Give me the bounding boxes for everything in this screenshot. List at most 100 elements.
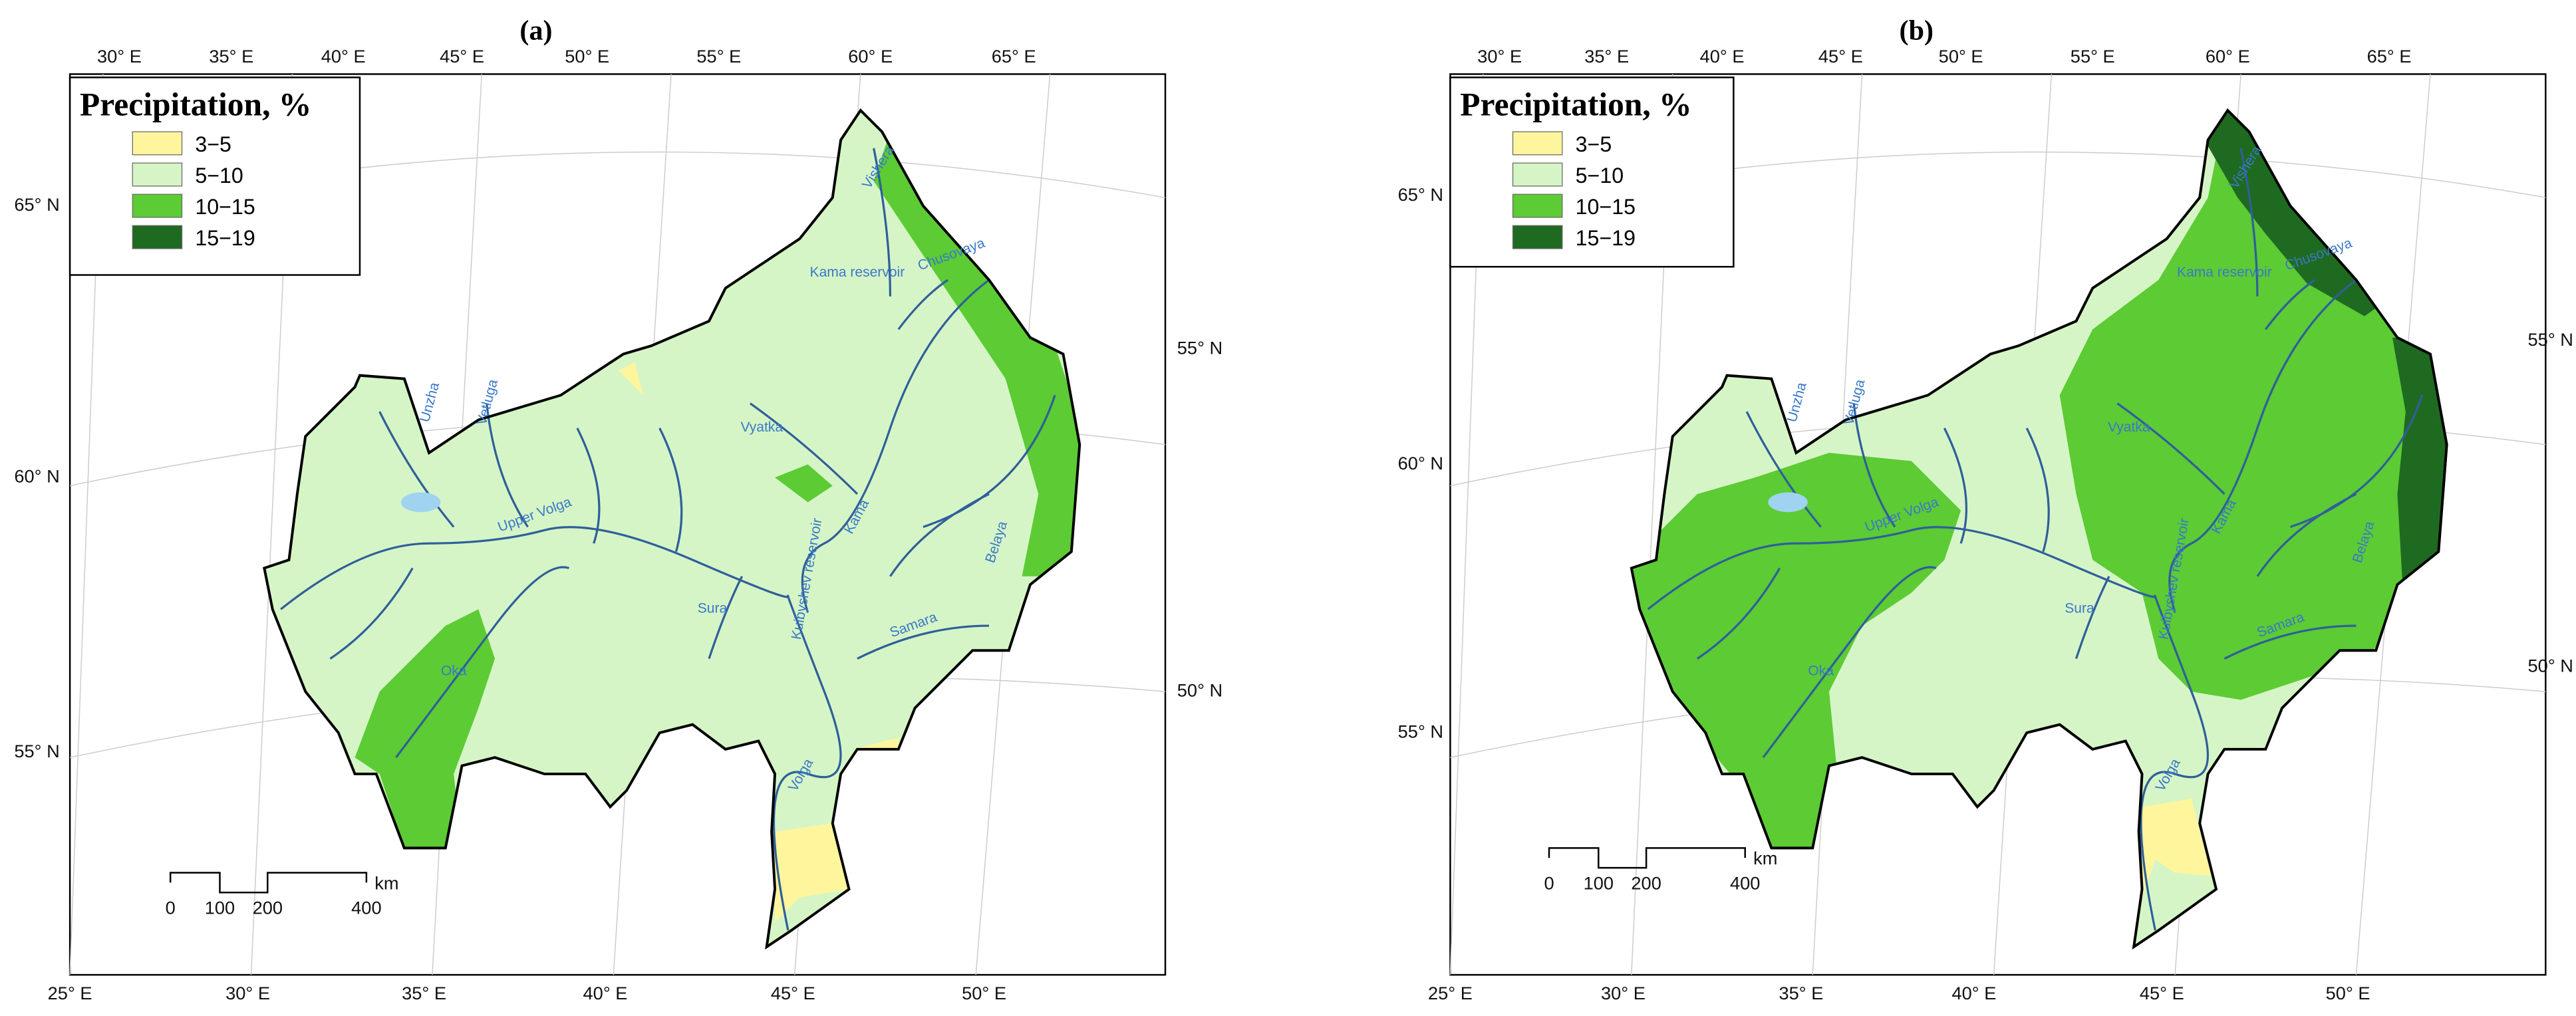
- scale-unit: km: [374, 872, 398, 893]
- graticule-label: 50° E: [2326, 983, 2370, 1003]
- precip-region: [873, 132, 1080, 576]
- lake: [400, 492, 441, 513]
- river: [2223, 624, 2357, 660]
- graticule-label: 60° E: [848, 46, 893, 66]
- river-label: Kama reservoir: [810, 265, 905, 280]
- river: [2289, 394, 2424, 529]
- river: [2168, 279, 2357, 613]
- river: [857, 624, 990, 660]
- river: [395, 566, 570, 759]
- graticule-label: 30° E: [1477, 46, 1522, 66]
- graticule-label: 40° E: [1952, 983, 1997, 1003]
- river: [889, 493, 990, 577]
- legend-label: 15−19: [1576, 226, 1636, 250]
- scale-label: 200: [1631, 872, 1661, 893]
- graticule-label: 60° N: [1398, 453, 1443, 473]
- graticule-label: 55° E: [2071, 46, 2115, 66]
- graticule-label: 45° E: [1818, 46, 1863, 66]
- legend-label: 10−15: [195, 195, 255, 219]
- graticule-label: 60° E: [2206, 46, 2250, 66]
- river: [2075, 576, 2110, 660]
- basin-map: Upper VolgaOkaKamaVyatkaVolgaSuraSamaraB…: [263, 108, 1081, 950]
- basin-outline: [263, 108, 1081, 950]
- scale-label: 100: [205, 897, 235, 918]
- river: [1762, 566, 1937, 759]
- scale-label: 0: [1544, 872, 1554, 893]
- river: [1697, 567, 1781, 660]
- legend-swatch: [132, 225, 183, 249]
- panel: (a) Upper VolgaOkaKamaVyatkaVolgaSuraSama…: [14, 15, 1222, 1003]
- legend-label: 3−5: [195, 132, 231, 156]
- basin-map: Upper VolgaOkaKamaVyatkaVolgaSuraSamaraB…: [1630, 108, 2448, 950]
- graticule-label: 35° E: [209, 46, 253, 66]
- precip-region: [1631, 453, 1961, 848]
- graticule-label: 50° E: [962, 983, 1006, 1003]
- graticule-label: 55° E: [696, 46, 741, 66]
- graticule-label: 40° E: [321, 46, 366, 66]
- graticule-label: 55° N: [1398, 721, 1443, 741]
- river: [2239, 148, 2259, 297]
- legend-label: 3−5: [1576, 132, 1612, 156]
- legend-swatch: [132, 193, 183, 218]
- river: [708, 576, 743, 660]
- graticule-label: 45° E: [440, 46, 484, 66]
- river-label: Sura: [2065, 600, 2094, 616]
- graticule-label: 30° E: [1601, 983, 1646, 1003]
- graticule-label: 30° E: [97, 46, 142, 66]
- river-label: Vyatka: [2108, 420, 2150, 435]
- graticule-label: 65° N: [1398, 184, 1443, 205]
- precip-region: [355, 609, 496, 848]
- basin-outline: [1630, 108, 2448, 950]
- graticule-label: 40° E: [1700, 46, 1745, 66]
- graticule-label: 55° N: [2528, 329, 2573, 350]
- graticule-label: 65° N: [14, 194, 59, 215]
- river-label: Vyatka: [740, 420, 783, 435]
- precip-region: [2142, 799, 2212, 898]
- graticule-label: 45° E: [2140, 983, 2184, 1003]
- graticule-label: 25° E: [48, 983, 92, 1003]
- scale-label: 100: [1584, 872, 1614, 893]
- precip-region: [618, 362, 643, 396]
- regions: [355, 132, 1080, 922]
- legend-label: 5−10: [1576, 164, 1624, 188]
- river-label: Oka: [441, 663, 467, 678]
- river: [873, 148, 892, 297]
- graticule-label: 35° E: [402, 983, 446, 1003]
- graticule-label: 35° E: [1584, 46, 1629, 66]
- scale-bar: [169, 872, 368, 894]
- scale-label: 400: [351, 897, 381, 918]
- river: [329, 567, 414, 660]
- scale-unit: km: [1753, 848, 1777, 868]
- river: [1852, 403, 1896, 528]
- river-label: Sura: [698, 600, 728, 616]
- legend-title: Precipitation, %: [80, 86, 311, 122]
- scale-label: 400: [1730, 872, 1760, 893]
- graticule-label: 25° E: [1428, 983, 1473, 1003]
- graticule-label: 60° N: [14, 466, 59, 487]
- river: [1647, 526, 2210, 931]
- river: [658, 428, 683, 553]
- legend-swatch: [1512, 193, 1563, 218]
- river: [486, 403, 529, 528]
- river: [897, 279, 948, 330]
- graticule-label: 30° E: [225, 983, 270, 1003]
- precip-region: [2059, 115, 2447, 700]
- legend-swatch: [132, 131, 183, 156]
- river: [2025, 428, 2050, 553]
- graticule-label: 50° N: [2528, 655, 2573, 676]
- graticule-label: 50° E: [1939, 46, 1983, 66]
- graticule-label: 65° E: [992, 46, 1036, 66]
- graticule-label: 35° E: [1779, 983, 1823, 1003]
- legend-label: 15−19: [195, 226, 255, 250]
- river: [2116, 402, 2225, 495]
- lake: [1768, 492, 1808, 513]
- legend-swatch: [1512, 162, 1563, 187]
- scale-label: 0: [166, 897, 176, 918]
- river: [801, 279, 990, 613]
- graticule-label: 65° E: [2367, 46, 2412, 66]
- graticule-label: 50° E: [565, 46, 609, 66]
- legend-label: 5−10: [195, 164, 243, 188]
- panel-label: (a): [519, 15, 552, 46]
